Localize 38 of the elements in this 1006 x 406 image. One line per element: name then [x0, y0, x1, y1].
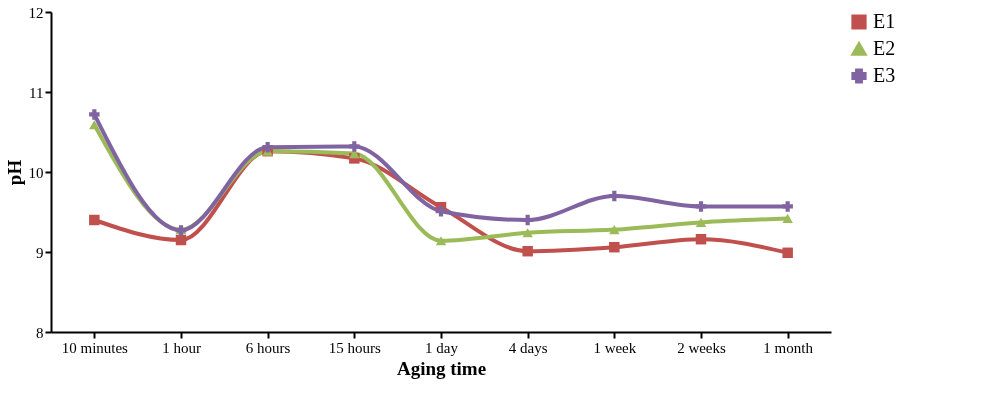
- point: [435, 205, 447, 217]
- y-tick-label: 10: [28, 164, 44, 181]
- point: [89, 120, 100, 130]
- point: [262, 141, 273, 153]
- x-tick-label: 15 hours: [328, 339, 382, 356]
- x-tick-label: 1 week: [593, 339, 637, 356]
- x-tick-label: 1 hour: [162, 339, 201, 356]
- legend-label: E2: [873, 37, 896, 59]
- point: [609, 241, 620, 253]
- point: [609, 225, 620, 235]
- point: [522, 245, 533, 257]
- point: [695, 217, 707, 227]
- point: [782, 213, 793, 223]
- x-axis-title: Aging time: [396, 357, 487, 379]
- legend-label: E1: [873, 10, 896, 32]
- x-tick-label: 4 days: [508, 339, 548, 356]
- point: [435, 236, 447, 246]
- y-tick-label: 8: [36, 324, 44, 341]
- y-tick-label: 9: [36, 244, 44, 261]
- y-tick-label: 11: [29, 84, 44, 101]
- point: [695, 201, 707, 212]
- point: [89, 109, 100, 120]
- x-tick-label: 6 hours: [245, 339, 291, 356]
- point: [695, 233, 707, 245]
- x-tick-label: 1 day: [425, 339, 459, 356]
- y-axis-title: pH: [3, 159, 25, 186]
- x-tick-label: 10 minutes: [61, 339, 129, 356]
- point: [349, 141, 360, 152]
- y-tick-label: 12: [28, 4, 44, 21]
- point: [609, 190, 620, 202]
- point: [782, 201, 793, 212]
- point: [89, 214, 100, 226]
- point: [522, 228, 533, 238]
- x-tick-label: 1 month: [763, 339, 814, 356]
- point: [522, 214, 533, 226]
- x-tick-label: 2 weeks: [677, 339, 727, 356]
- point: [782, 247, 793, 259]
- legend-label: E3: [873, 64, 896, 86]
